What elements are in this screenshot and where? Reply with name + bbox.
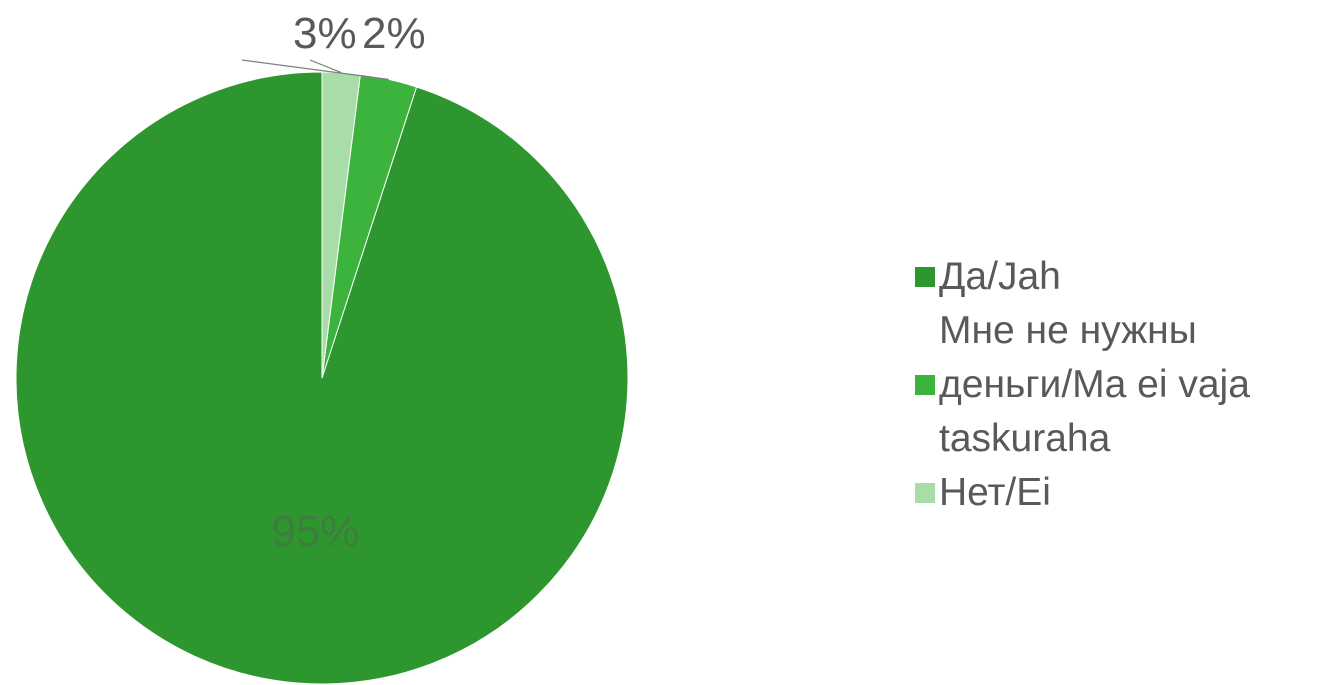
legend-swatch-no-need-money xyxy=(915,375,935,395)
leader-line-no xyxy=(309,59,342,74)
chart-legend: Да/Jah Мне не нужны деньги/Ma ei vaja ta… xyxy=(915,250,1335,520)
legend-label-no-need-money-line2: деньги/Ma ei vaja xyxy=(939,363,1250,406)
data-label-no-need-money: 3% xyxy=(293,9,357,58)
legend-label-yes: Да/Jah xyxy=(939,255,1061,298)
legend-label-no-need-money-line3: taskuraha xyxy=(939,417,1111,460)
legend-item-no: Нет/Ei xyxy=(915,466,1335,520)
legend-label-no-need-money-line1: Мне не нужны xyxy=(939,309,1197,352)
data-label-yes: 95% xyxy=(271,507,359,556)
legend-swatch-no xyxy=(915,483,935,503)
legend-swatch-yes xyxy=(915,267,935,287)
leader-line-no-need-money xyxy=(241,59,389,80)
legend-label-no: Нет/Ei xyxy=(939,471,1051,514)
pie-chart: 95% 3% 2% xyxy=(15,9,629,685)
legend-item-yes: Да/Jah xyxy=(915,250,1335,304)
legend-item-no-need-money: Мне не нужны деньги/Ma ei vaja taskuraha xyxy=(915,304,1335,466)
data-label-no: 2% xyxy=(362,9,426,58)
